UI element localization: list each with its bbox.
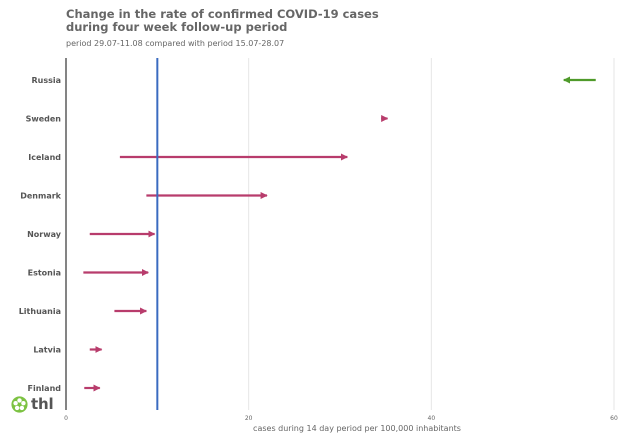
category-labels: Russia Sweden Iceland Denmark Norway Estonia L… [19,76,62,393]
chart-title: Change in the rate of confirmed COVID-19… [66,8,426,33]
category-label-russia: Russia [31,76,61,85]
category-label-finland: Finland [28,384,62,393]
category-label-estonia: Estonia [28,269,61,278]
category-label-sweden: Sweden [26,115,62,124]
x-tick-label-20: 20 [245,415,253,422]
x-tick-label-60: 60 [610,415,618,422]
arrow-series [83,76,596,392]
chart-title-line-2: during four week follow-up period [66,19,288,34]
category-label-norway: Norway [27,230,62,239]
category-label-denmark: Denmark [20,192,61,201]
flower-logo-icon [11,395,28,413]
chart-title-line-1: Change in the rate of confirmed COVID-19… [66,7,379,21]
grid-lines [248,58,615,410]
category-label-lithuania: Lithuania [19,307,61,316]
chart-subtitle: period 29.07-11.08 compared with period … [66,39,285,48]
x-axis-label: cases during 14 day period per 100,000 i… [253,424,461,433]
category-label-latvia: Latvia [33,346,61,355]
x-tick-label-0: 0 [64,415,68,422]
logo-text: thl [31,395,54,413]
x-tick-label-40: 40 [428,415,436,422]
category-label-iceland: Iceland [28,153,61,162]
x-tick-labels: 0 20 40 60 [64,415,618,422]
thl-logo: thl [11,395,54,413]
